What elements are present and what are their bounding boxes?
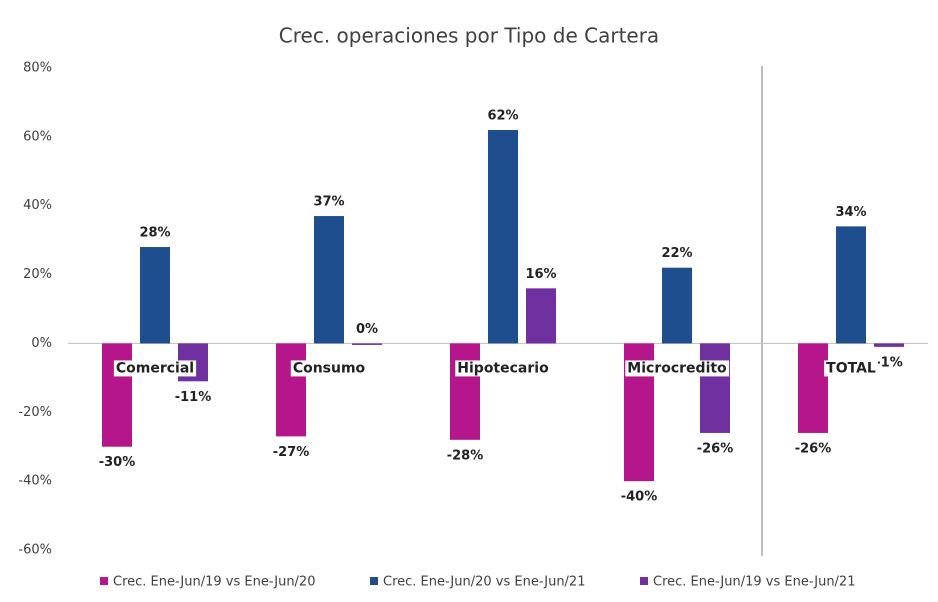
legend-swatch [100,577,108,585]
bar [488,129,518,344]
x-tick-label: TOTAL [826,360,876,376]
data-label: 16% [525,267,556,282]
bar [836,226,866,344]
y-tick-label: 80% [23,61,52,76]
bar [102,343,132,447]
bar [662,267,692,344]
label-background [290,360,368,377]
bar [526,288,556,344]
data-label: 22% [661,246,692,261]
label-background [625,360,730,377]
x-tick-label: Consumo [293,360,366,376]
data-label: -1% [875,355,902,370]
legend-label: Crec. Ene-Jun/20 vs Ene-Jun/21 [383,575,585,590]
x-tick-label: Microcredito [627,360,727,376]
bar [314,216,344,344]
y-tick-label: -60% [18,543,52,558]
bar [450,343,480,440]
legend-swatch [640,577,648,585]
data-label: -30% [99,455,136,470]
x-tick-label: Comercial [116,360,194,376]
y-tick-label: 60% [23,129,52,144]
data-label: -28% [447,448,484,463]
bar [140,247,170,344]
data-label: -11% [175,390,212,405]
bar [874,343,904,347]
y-tick-label: 20% [23,267,52,282]
legend-label: Crec. Ene-Jun/19 vs Ene-Jun/20 [113,575,315,590]
data-label: 28% [139,226,170,241]
bar [798,343,828,433]
data-label: 37% [313,195,344,210]
data-label: 62% [487,108,518,123]
label-background [824,360,878,377]
data-label: -26% [697,441,734,456]
data-label: 0% [356,322,378,337]
bar [276,343,306,437]
y-tick-label: 0% [31,336,52,351]
bar [700,343,730,433]
x-tick-label: Hipotecario [457,360,549,376]
data-label: -40% [621,490,658,505]
y-tick-label: 40% [23,198,52,213]
bar [352,343,382,345]
data-label: -26% [795,441,832,456]
data-label: 34% [835,205,866,220]
label-background [113,360,197,377]
y-tick-label: -40% [18,474,52,489]
legend-swatch [370,577,378,585]
legend-label: Crec. Ene-Jun/19 vs Ene-Jun/21 [653,575,855,590]
y-tick-label: -20% [18,405,52,420]
data-label: -27% [273,445,310,460]
label-background [455,360,552,377]
chart-title: Crec. operaciones por Tipo de Cartera [279,24,659,48]
